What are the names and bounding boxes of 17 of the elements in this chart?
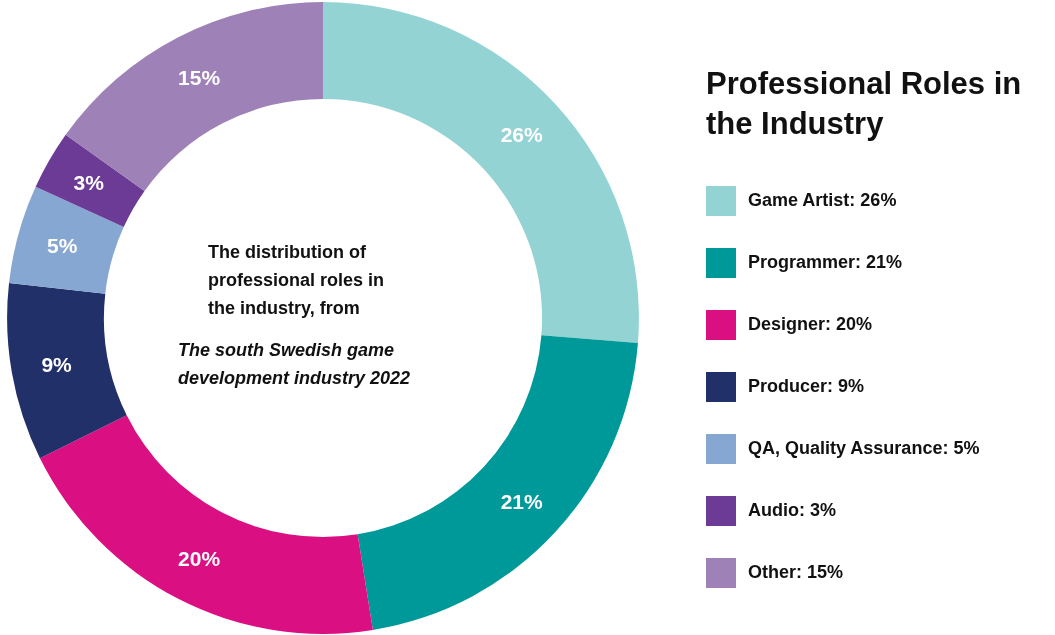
legend-title: Professional Roles in the Industry: [706, 65, 1023, 143]
data-label: 21%: [500, 490, 544, 514]
legend-label: Other: 15%: [748, 562, 844, 583]
data-label: 26%: [500, 122, 544, 146]
legend-label: Programmer: 21%: [748, 252, 903, 273]
legend-label: Designer: 20%: [748, 314, 873, 335]
data-label: 5%: [47, 234, 78, 258]
text: The south Swedish game development industry 2022: [178, 340, 411, 388]
legend-label: QA, Quality Assurance: 5%: [748, 438, 980, 459]
legend-label: Game Artist: 26%: [748, 190, 897, 211]
data-label: 9%: [41, 353, 73, 377]
data-label: 15%: [178, 66, 221, 90]
legend-label: Audio: 3%: [748, 500, 836, 521]
legend-label: Producer: 9%: [748, 376, 865, 397]
data-label: 3%: [73, 171, 105, 195]
data-label: 20%: [178, 546, 221, 570]
text: The distribution of professional roles in the industry, from: [208, 242, 390, 318]
